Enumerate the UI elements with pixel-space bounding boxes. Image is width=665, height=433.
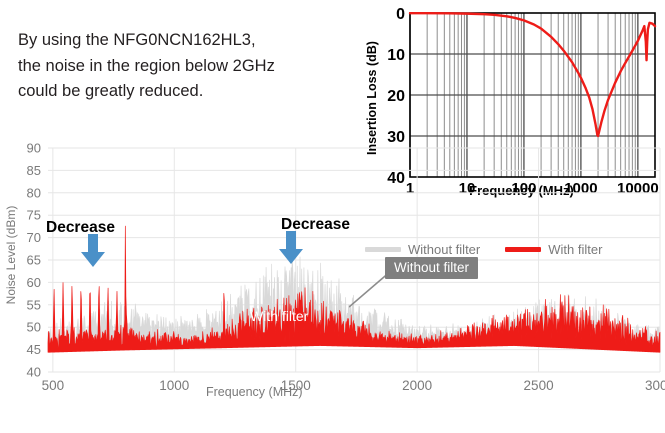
main-x-axis-label: Frequency (MHz): [206, 385, 303, 399]
y-tick-label: 75: [27, 208, 41, 223]
trace-with-filter: [47, 225, 661, 353]
decrease-annotation-2: Decrease: [281, 216, 350, 233]
legend-swatch-without-filter: [365, 247, 401, 252]
y-tick-label: 85: [27, 163, 41, 178]
inset-trace-insertion-loss: [408, 12, 657, 138]
callout-leader-line: [349, 270, 392, 308]
y-tick-label: 40: [27, 365, 41, 380]
y-tick-label: 65: [27, 253, 41, 268]
y-tick-label: 60: [27, 275, 41, 290]
caption-text: By using the NFG0NCN162HL3, the noise in…: [18, 31, 275, 101]
y-tick-label: 80: [27, 185, 41, 200]
inset-y-tick-label: 30: [387, 129, 405, 146]
with-filter-inplot-label: With filter: [250, 308, 309, 324]
inset-y-tick-label: 20: [387, 88, 405, 105]
y-tick-label: 55: [27, 297, 41, 312]
y-tick-label: 45: [27, 342, 41, 357]
down-arrow-icon-1: [81, 234, 105, 267]
noise-level-chart: 500 1000 1500 2000 2500 3000 40 45 50 55 60 65 70 75 8…: [0, 140, 665, 433]
inset-x-axis-label: Frequency (MHz): [469, 183, 574, 198]
y-tick-label: 50: [27, 320, 41, 335]
inset-y-tick-label: 0: [396, 6, 405, 23]
x-tick-label: 2000: [402, 378, 432, 393]
inset-plot-frame: [409, 12, 656, 178]
x-tick-label: 2500: [524, 378, 554, 393]
legend-swatch-with-filter: [505, 247, 542, 252]
legend-item-with-filter: With filter: [505, 242, 602, 257]
x-tick-label: 500: [42, 378, 65, 393]
x-tick-label: 1000: [159, 378, 189, 393]
chart-legend: Without filter With filter: [365, 242, 602, 257]
down-arrow-icon-2: [279, 231, 303, 264]
y-tick-label: 90: [27, 141, 41, 156]
noise-level-plot: 500 1000 1500 2000 2500 3000 40 45 50 55 60 65 70 75 8…: [27, 141, 665, 394]
decrease-annotation-1: Decrease: [46, 219, 115, 236]
main-y-axis-label: Noise Level (dBm): [4, 205, 18, 305]
legend-label-with-filter: With filter: [548, 242, 603, 257]
x-tick-label: 3000: [645, 378, 665, 393]
inset-y-axis-label: Insertion Loss (dB): [365, 41, 379, 155]
y-tick-label: 70: [27, 230, 41, 245]
without-filter-callout: Without filter: [385, 257, 479, 279]
inset-y-tick-label: 10: [387, 47, 405, 64]
x-tick-label: 1500: [281, 378, 311, 393]
inset-y-tick-label: 40: [387, 170, 405, 187]
inset-x-tick-label: 1: [406, 180, 414, 197]
legend-item-without-filter: Without filter: [365, 242, 480, 257]
legend-label-without-filter: Without filter: [408, 242, 481, 257]
